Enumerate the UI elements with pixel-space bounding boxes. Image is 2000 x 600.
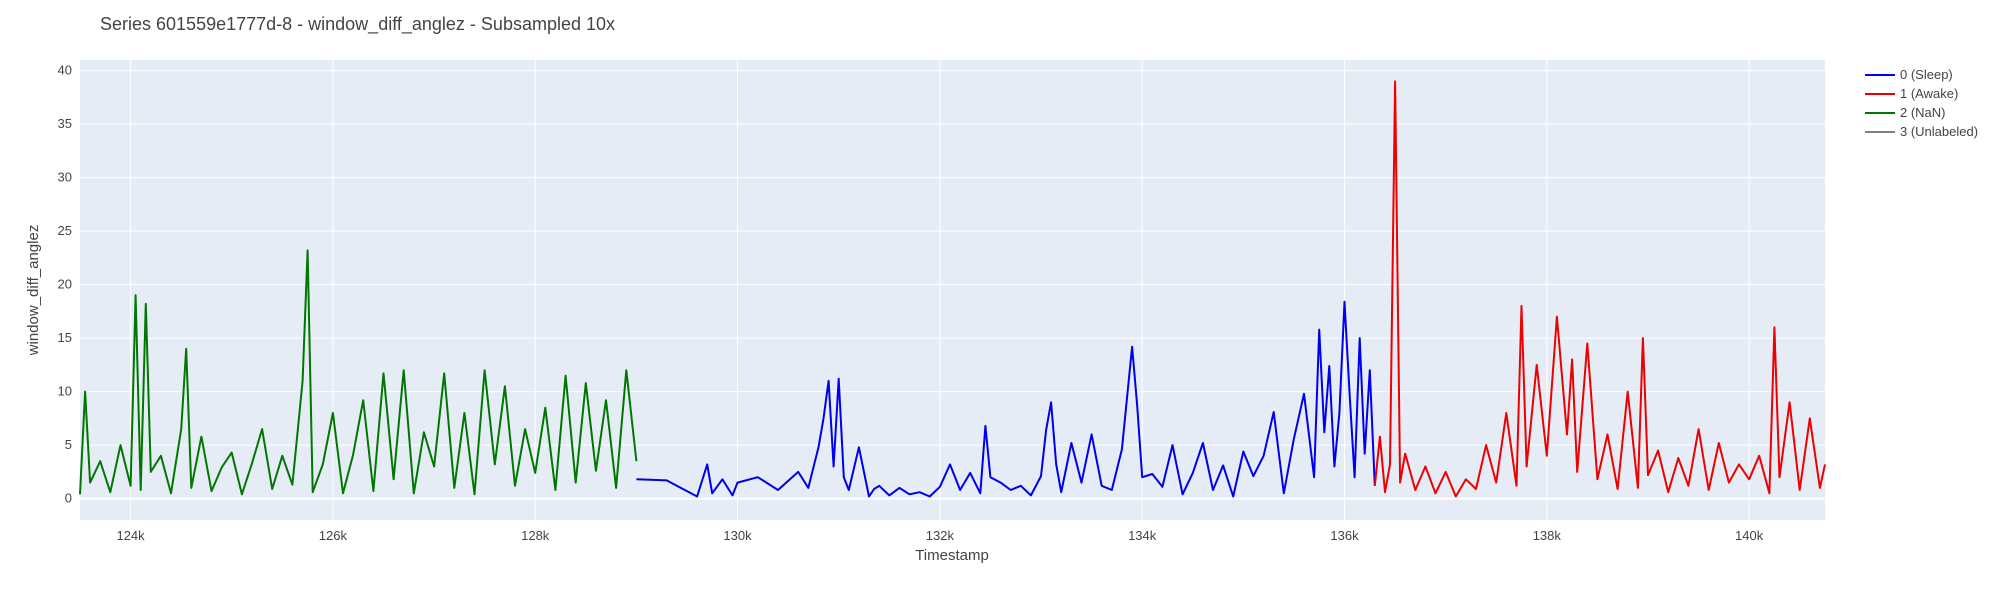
y-tick-label: 15 [58,330,72,345]
y-tick-label: 40 [58,63,72,78]
legend-label: 1 (Awake) [1900,86,1958,101]
legend-item[interactable]: 1 (Awake) [1865,86,1958,101]
y-tick-label: 0 [65,491,72,506]
x-tick-label: 126k [319,528,348,543]
x-tick-label: 132k [926,528,955,543]
x-axis-ticks: 124k 126k 128k 130k 132k 134k 136k 138k 140k [116,528,1763,543]
x-tick-label: 124k [116,528,145,543]
y-axis-title: window_diff_anglez [25,225,42,357]
plot-area [80,60,1825,520]
legend-label: 3 (Unlabeled) [1900,124,1978,139]
x-axis-title: Timestamp [915,547,989,564]
x-tick-label: 138k [1533,528,1562,543]
y-axis-ticks: 0 5 10 15 20 25 30 35 40 [58,63,72,506]
legend[interactable]: 0 (Sleep) 1 (Awake) 2 (NaN) 3 (Unlabeled) [1865,67,1978,139]
x-tick-label: 130k [723,528,752,543]
legend-label: 0 (Sleep) [1900,67,1953,82]
legend-item[interactable]: 2 (NaN) [1865,105,1946,120]
legend-item[interactable]: 0 (Sleep) [1865,67,1953,82]
y-tick-label: 25 [58,223,72,238]
x-tick-label: 128k [521,528,550,543]
x-tick-label: 134k [1128,528,1157,543]
series-line-0-sleep [636,300,1376,498]
grid [80,60,1825,520]
y-tick-label: 20 [58,277,72,292]
y-tick-label: 5 [65,437,72,452]
series-line-1-awake [1373,80,1826,498]
x-tick-label: 136k [1330,528,1359,543]
series-line-2-nan [79,249,638,496]
chart-title: Series 601559e1777d-8 - window_diff_angl… [100,14,615,35]
y-tick-label: 10 [58,384,72,399]
y-tick-label: 35 [58,116,72,131]
legend-item[interactable]: 3 (Unlabeled) [1865,124,1978,139]
x-tick-label: 140k [1735,528,1764,543]
legend-label: 2 (NaN) [1900,105,1946,120]
y-tick-label: 30 [58,170,72,185]
series-layer [79,80,1826,498]
